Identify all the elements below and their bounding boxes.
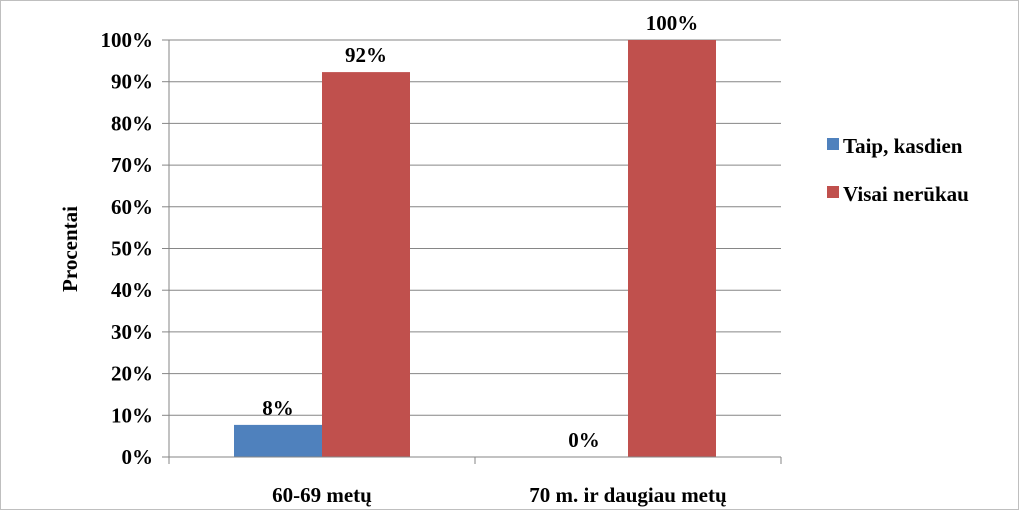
y-axis-title: Procentai: [58, 206, 82, 292]
legend-swatch: [827, 186, 839, 198]
category-label: 70 m. ir daugiau metų: [529, 483, 727, 507]
category-label: 60-69 metų: [272, 483, 372, 507]
y-tick-label: 60%: [111, 195, 153, 219]
axes: [162, 39, 782, 464]
labels: 0% 10% 20% 30% 40% 50% 60% 70% 80% 90% 100% 8% 92% 60…: [101, 11, 728, 507]
y-tick-label: 80%: [111, 111, 153, 135]
y-tick-label: 90%: [111, 70, 153, 94]
data-label: 0%: [568, 428, 600, 452]
y-tick-label: 50%: [111, 237, 153, 261]
bars: [234, 40, 716, 457]
data-label: 8%: [262, 396, 294, 420]
legend: Taip, kasdien Visai nerūkau: [827, 134, 969, 206]
bar: [628, 40, 716, 457]
data-label: 100%: [646, 11, 699, 35]
legend-swatch: [827, 138, 839, 150]
y-tick-label: 20%: [111, 362, 153, 386]
y-tick-label: 100%: [101, 28, 154, 52]
bar: [322, 72, 410, 457]
data-label: 92%: [345, 43, 387, 67]
legend-label: Taip, kasdien: [843, 134, 963, 158]
y-tick-label: 70%: [111, 153, 153, 177]
y-tick-label: 0%: [122, 445, 154, 469]
legend-label: Visai nerūkau: [843, 182, 969, 206]
y-tick-label: 30%: [111, 320, 153, 344]
bar: [234, 424, 322, 457]
y-tick-label: 40%: [111, 278, 153, 302]
y-tick-label: 10%: [111, 403, 153, 427]
